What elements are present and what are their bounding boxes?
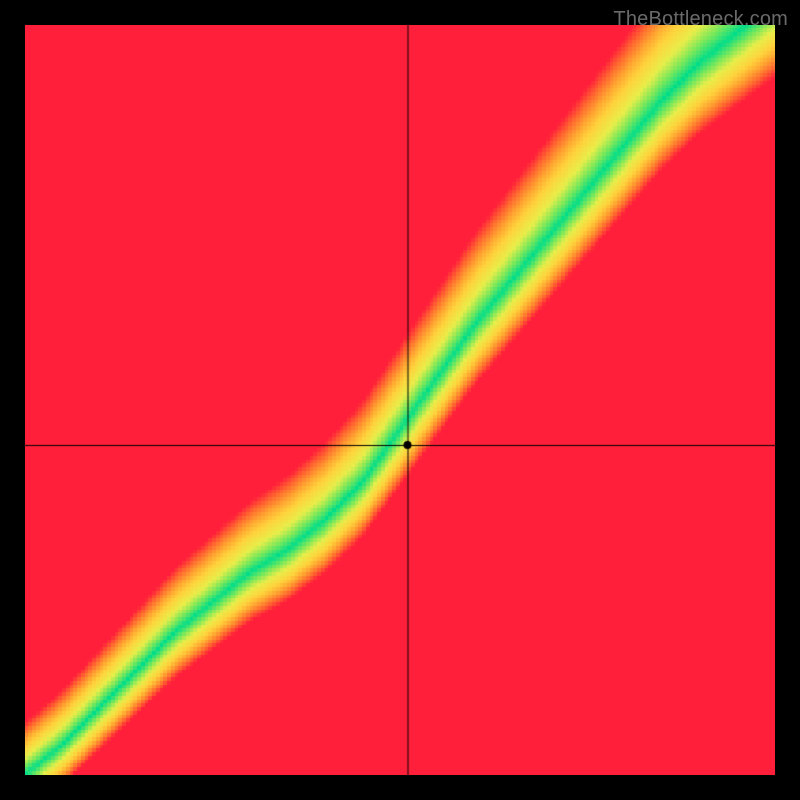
bottleneck-heatmap <box>25 25 775 775</box>
chart-container: TheBottleneck.com <box>0 0 800 800</box>
watermark-label: TheBottleneck.com <box>613 8 788 31</box>
